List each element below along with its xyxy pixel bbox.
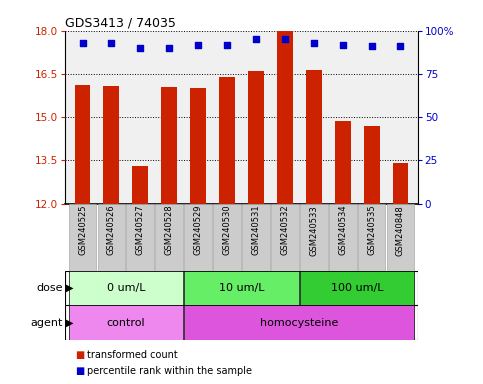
Bar [393, 163, 409, 204]
Bar [185, 305, 414, 340]
Text: GSM240528: GSM240528 [165, 205, 174, 255]
Point [165, 45, 173, 51]
Point [281, 36, 289, 42]
Bar [248, 71, 264, 204]
Bar [185, 271, 298, 305]
Text: GSM240531: GSM240531 [252, 205, 260, 255]
Point [137, 45, 144, 51]
Text: GSM240526: GSM240526 [107, 205, 116, 255]
Point [397, 43, 404, 49]
Text: transformed count: transformed count [87, 350, 178, 360]
Bar [161, 87, 177, 204]
Point [310, 40, 318, 46]
Text: GSM240532: GSM240532 [280, 205, 289, 255]
Text: 100 um/L: 100 um/L [331, 283, 384, 293]
Point [108, 40, 115, 46]
Text: GSM240529: GSM240529 [194, 205, 203, 255]
Text: homocysteine: homocysteine [260, 318, 339, 328]
Bar [156, 204, 183, 271]
Text: ▶: ▶ [66, 283, 74, 293]
Bar [132, 166, 148, 204]
Bar [335, 121, 351, 204]
Bar [300, 271, 414, 305]
Text: percentile rank within the sample: percentile rank within the sample [87, 366, 252, 376]
Bar [74, 85, 90, 204]
Bar [98, 204, 125, 271]
Text: GSM240535: GSM240535 [367, 205, 376, 255]
Bar [69, 305, 183, 340]
Text: 10 um/L: 10 um/L [219, 283, 264, 293]
Point [368, 43, 375, 49]
Bar [386, 204, 414, 271]
Text: control: control [107, 318, 145, 328]
Text: GSM240530: GSM240530 [223, 205, 231, 255]
Bar [213, 204, 241, 271]
Bar [271, 204, 298, 271]
Bar [242, 204, 270, 271]
Text: ■: ■ [75, 366, 84, 376]
Text: GSM240848: GSM240848 [396, 205, 405, 256]
Text: GSM240533: GSM240533 [309, 205, 318, 256]
Point [194, 41, 202, 48]
Bar [185, 204, 212, 271]
Bar [329, 204, 356, 271]
Bar [69, 271, 183, 305]
Bar [358, 204, 385, 271]
Point [223, 41, 231, 48]
Bar [103, 86, 119, 204]
Bar [219, 77, 235, 204]
Point [252, 36, 260, 42]
Bar [277, 31, 293, 204]
Bar [190, 88, 206, 204]
Text: GSM240525: GSM240525 [78, 205, 87, 255]
Text: ■: ■ [75, 350, 84, 360]
Text: GSM240534: GSM240534 [338, 205, 347, 255]
Bar [306, 70, 322, 204]
Point [79, 40, 86, 46]
Text: GDS3413 / 74035: GDS3413 / 74035 [65, 17, 176, 30]
Text: agent: agent [30, 318, 63, 328]
Bar [69, 204, 97, 271]
Text: 0 um/L: 0 um/L [107, 283, 145, 293]
Text: GSM240527: GSM240527 [136, 205, 145, 255]
Bar [127, 204, 154, 271]
Point [339, 41, 346, 48]
Bar [300, 204, 327, 271]
Text: ▶: ▶ [66, 318, 74, 328]
Text: dose: dose [36, 283, 63, 293]
Bar [364, 126, 380, 204]
